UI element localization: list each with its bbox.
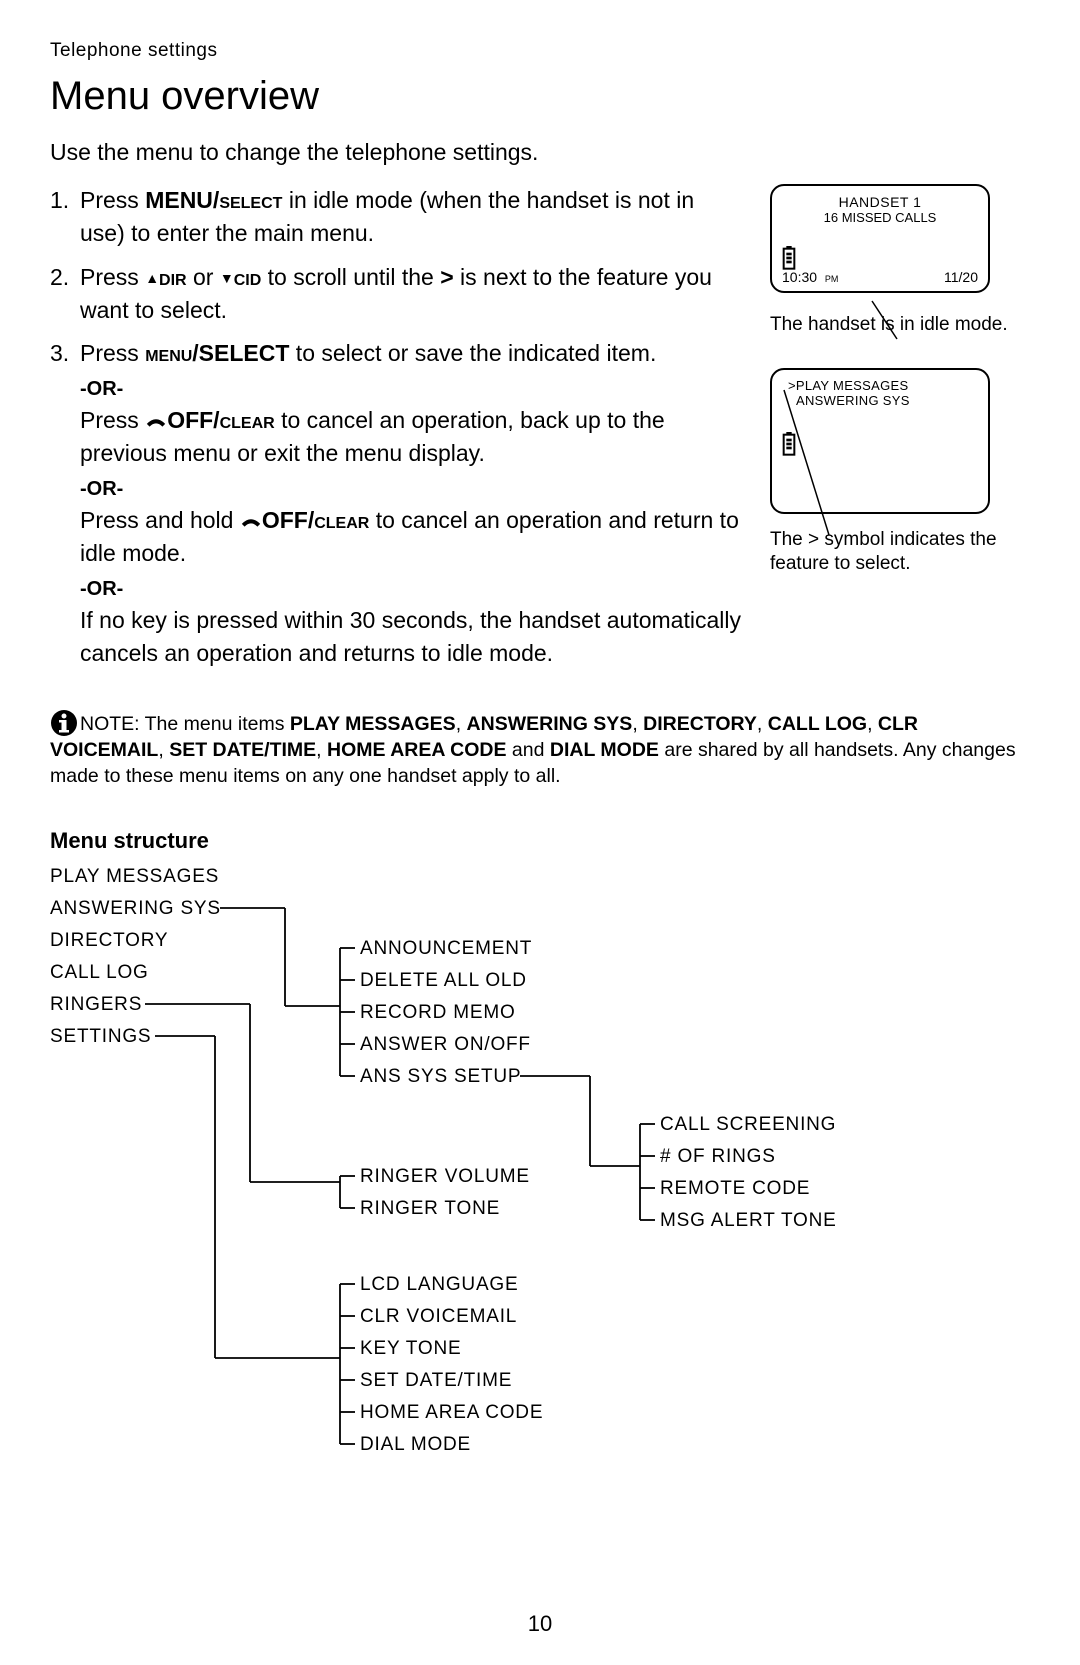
text: to scroll until the [261,264,440,290]
or-divider: -OR- [80,578,123,600]
down-arrow-icon [220,264,234,290]
text: Press [80,407,145,433]
menu-name: SET DATE/TIME [169,739,316,761]
up-arrow-icon [145,264,159,290]
note-text: NOTE: The menu items [80,713,290,735]
or-divider: -OR- [80,478,123,500]
off-key: OFF/ [167,407,219,433]
pm: PM [825,274,839,284]
text: Press and hold [80,507,240,533]
page-title: Menu overview [50,74,1030,119]
cid-key: cid [234,264,262,290]
text: Press [80,264,145,290]
handset-screen-idle: HANDSET 1 16 MISSED CALLS 10:30 PM 11/20 [770,184,990,293]
menu-key: MENU/ [145,187,219,213]
note-block: NOTE: The menu items PLAY MESSAGES, ANSW… [50,709,1030,790]
tree-connectors [50,866,1030,1466]
menu-key: menu [145,340,192,366]
date: 11/20 [944,269,978,285]
pointer-line [872,301,912,341]
step-1: Press MENU/select in idle mode (when the… [50,184,745,251]
menu-name: CALL LOG [768,713,867,735]
text: or [187,264,220,290]
phone-off-icon [240,505,262,519]
handset-label: HANDSET 1 [782,194,978,210]
instructions: Press MENU/select in idle mode (when the… [50,184,745,681]
step-3: Press menu/SELECT to select or save the … [50,337,745,670]
step-2: Press dir or cid to scroll until the > i… [50,261,745,328]
page-number: 10 [0,1611,1080,1637]
info-icon [50,709,78,737]
text: If no key is pressed within 30 seconds, … [80,607,741,666]
clear-key: clear [220,407,275,433]
menu-name: ANSWERING SYS [467,713,633,735]
off-key: OFF/ [262,507,314,533]
missed-calls: 16 MISSED CALLS [782,210,978,225]
content-row: Press MENU/select in idle mode (when the… [50,184,1030,681]
menu-structure-heading: Menu structure [50,828,1030,854]
text: Press [80,187,145,213]
select-key: /SELECT [192,340,289,366]
note-text: and [507,739,550,761]
or-divider: -OR- [80,378,123,400]
illustrations: HANDSET 1 16 MISSED CALLS 10:30 PM 11/20… [770,184,1030,681]
select-key: select [219,187,282,213]
dir-key: dir [159,264,187,290]
battery-icon [782,246,796,275]
text: to select or save the indicated item. [289,340,656,366]
clear-key: clear [314,507,369,533]
menu-name: DIRECTORY [643,713,757,735]
handset-screen-menu: PLAY MESSAGES ANSWERING SYS [770,368,990,514]
text: Press [80,340,145,366]
pointer-line [784,390,844,540]
menu-tree: PLAY MESSAGES ANSWERING SYS DIRECTORY CA… [50,866,1030,1426]
phone-off-icon [145,405,167,419]
section-header: Telephone settings [50,40,1030,62]
menu-name: PLAY MESSAGES [290,713,456,735]
gt-symbol: > [440,264,453,290]
intro-text: Use the menu to change the telephone set… [50,139,1030,166]
menu-name: DIAL MODE [550,739,659,761]
menu-name: HOME AREA CODE [327,739,506,761]
